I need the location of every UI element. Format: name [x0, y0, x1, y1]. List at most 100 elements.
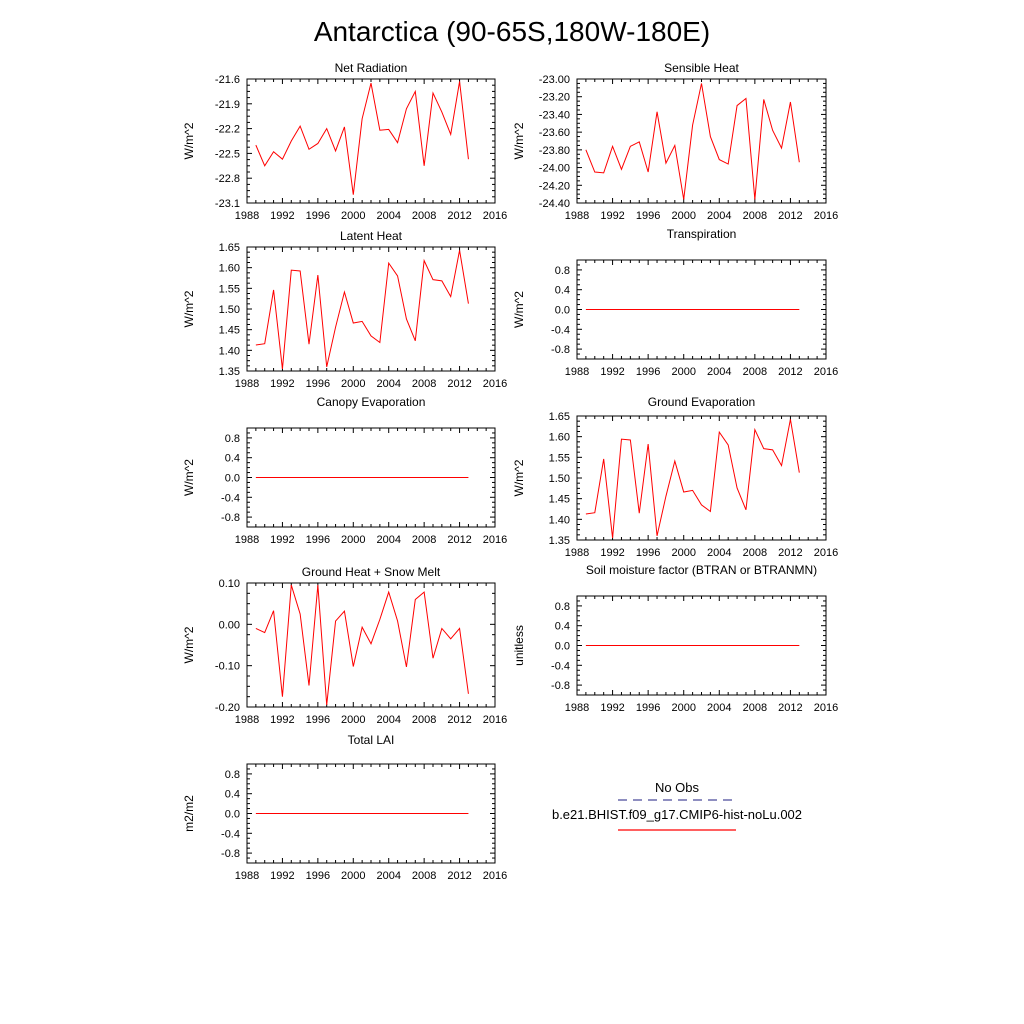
y-tick-label: 0.4 [555, 621, 570, 633]
x-tick-label: 2012 [778, 547, 802, 559]
chart-panel: Canopy Evaporation 1988 1992 1996 2000 2004 20… [182, 395, 507, 546]
y-tick-label: -24.40 [539, 198, 570, 210]
x-tick-label: 2016 [483, 714, 507, 726]
chart-panel: Total LAI 1988 1992 1996 2000 2004 2008 2012 201… [182, 733, 507, 882]
plot-frame [246, 78, 496, 204]
x-tick-label: 1992 [270, 870, 294, 882]
y-tick-label: -23.40 [539, 109, 570, 121]
x-tick-label: 1992 [600, 366, 624, 378]
x-tick-label: 1996 [636, 702, 660, 714]
y-tick-label: 1.65 [549, 411, 570, 423]
panel-title: Ground Evaporation [648, 395, 755, 409]
series-line [255, 81, 469, 195]
x-tick-label: 2004 [376, 378, 400, 390]
y-tick-label: 1.45 [219, 325, 240, 337]
y-axis-label: W/m^2 [512, 291, 526, 328]
x-tick-label: 1992 [600, 547, 624, 559]
chart-panel: Sensible Heat 1988 1992 1996 2000 2004 2008 201… [512, 61, 838, 222]
x-tick-label: 1996 [306, 714, 330, 726]
panels: Net Radiation 1988 1992 1996 2000 2004 2008 201… [182, 61, 838, 882]
x-tick-label: 2016 [483, 378, 507, 390]
y-tick-label: 0.8 [555, 265, 570, 277]
x-tick-label: 1992 [270, 714, 294, 726]
x-tick-label: 2000 [341, 714, 365, 726]
x-tick-label: 1996 [306, 378, 330, 390]
y-tick-label: 1.50 [549, 473, 570, 485]
y-tick-label: 1.65 [219, 242, 240, 254]
x-tick-label: 1996 [636, 366, 660, 378]
y-tick-label: -23.80 [539, 145, 570, 157]
x-tick-label: 1992 [270, 534, 294, 546]
y-tick-label: 1.60 [549, 432, 570, 444]
y-tick-label: -21.6 [215, 74, 240, 86]
x-tick-label: 1988 [565, 547, 589, 559]
x-tick-label: 2012 [447, 210, 471, 222]
x-tick-label: 2008 [412, 534, 436, 546]
y-tick-label: 0.8 [225, 433, 240, 445]
y-tick-label: -0.20 [215, 702, 240, 714]
series-line [255, 584, 469, 705]
x-tick-label: 1996 [306, 870, 330, 882]
x-tick-label: 2012 [778, 366, 802, 378]
legend-model-label: b.e21.BHIST.f09_g17.CMIP6-hist-noLu.002 [552, 807, 802, 822]
y-tick-label: -0.4 [221, 492, 240, 504]
y-tick-label: -23.20 [539, 92, 570, 104]
y-tick-label: -0.8 [221, 848, 240, 860]
chart-panel: Soil moisture factor (BTRAN or BTRANMN) 1… [512, 563, 838, 714]
y-tick-label: -0.8 [221, 512, 240, 524]
panel-title: Sensible Heat [664, 61, 739, 75]
x-tick-label: 2016 [814, 547, 838, 559]
y-tick-label: -21.9 [215, 99, 240, 111]
plot-frame [246, 582, 496, 708]
x-tick-label: 2000 [671, 547, 695, 559]
y-tick-label: 1.35 [219, 366, 240, 378]
y-tick-label: 1.60 [219, 263, 240, 275]
y-tick-label: 1.55 [219, 283, 240, 295]
y-tick-label: -0.8 [551, 344, 570, 356]
x-tick-label: 2008 [743, 547, 767, 559]
y-tick-label: -0.8 [551, 680, 570, 692]
x-tick-label: 2004 [376, 714, 400, 726]
y-tick-label: -24.00 [539, 163, 570, 175]
panel-title: Soil moisture factor (BTRAN or BTRANMN) [586, 563, 817, 577]
y-axis-label: W/m^2 [512, 459, 526, 496]
y-tick-label: 1.55 [549, 452, 570, 464]
y-tick-label: 0.10 [219, 578, 240, 590]
x-tick-label: 2012 [778, 702, 802, 714]
x-tick-label: 2000 [671, 210, 695, 222]
figure-title: Antarctica (90-65S,180W-180E) [314, 16, 710, 47]
x-tick-label: 1996 [306, 534, 330, 546]
y-tick-label: 0.0 [555, 641, 570, 653]
legend: No Obs b.e21.BHIST.f09_g17.CMIP6-hist-no… [552, 780, 802, 831]
y-tick-label: -22.5 [215, 148, 240, 160]
y-tick-label: 0.0 [225, 473, 240, 485]
x-tick-label: 1988 [235, 534, 259, 546]
y-tick-label: -22.8 [215, 173, 240, 185]
x-tick-label: 1988 [235, 714, 259, 726]
y-tick-label: 1.50 [219, 304, 240, 316]
x-tick-label: 2008 [412, 870, 436, 882]
y-tick-label: 1.35 [549, 535, 570, 547]
panel-title: Latent Heat [340, 229, 403, 243]
series-line [585, 83, 800, 200]
y-axis-label: W/m^2 [182, 459, 196, 496]
x-tick-label: 1992 [600, 210, 624, 222]
y-axis-label: m2/m2 [182, 795, 196, 832]
y-tick-label: -24.20 [539, 180, 570, 192]
panel-title: Transpiration [667, 227, 737, 241]
x-tick-label: 2004 [376, 870, 400, 882]
y-tick-label: -23.00 [539, 74, 570, 86]
y-axis-label: W/m^2 [182, 290, 196, 327]
plot-frame [576, 78, 827, 204]
chart-panel: Net Radiation 1988 1992 1996 2000 2004 2008 201… [182, 61, 507, 222]
y-tick-label: 1.45 [549, 494, 570, 506]
x-tick-label: 1996 [636, 210, 660, 222]
x-tick-label: 2012 [447, 714, 471, 726]
y-tick-label: -0.10 [215, 661, 240, 673]
y-tick-label: -23.1 [215, 198, 240, 210]
y-tick-label: 1.40 [549, 514, 570, 526]
chart-panel: Latent Heat 1988 1992 1996 2000 2004 2008 2012 2… [182, 229, 507, 390]
y-tick-label: 0.4 [225, 789, 240, 801]
series-line [585, 419, 800, 538]
x-tick-label: 2016 [483, 210, 507, 222]
